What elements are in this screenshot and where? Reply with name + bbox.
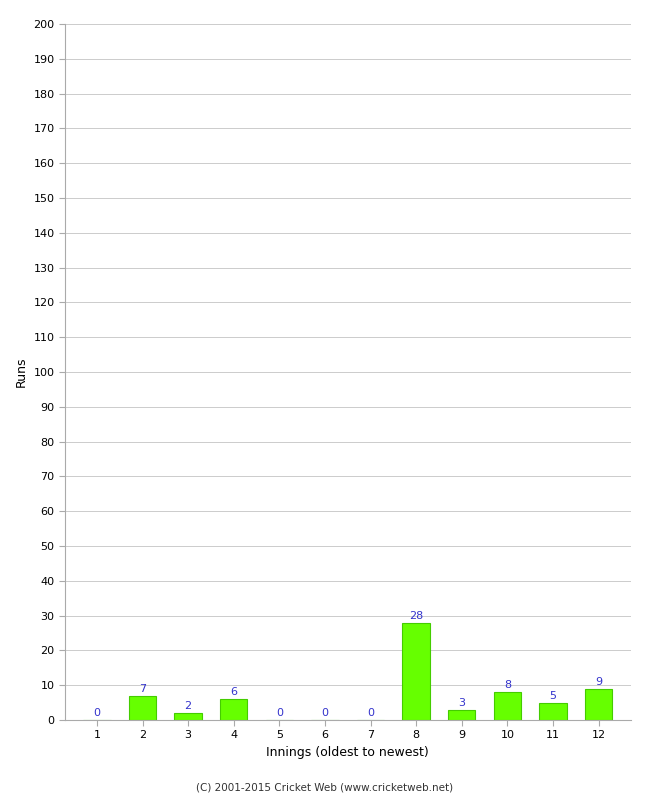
Text: 6: 6 xyxy=(230,687,237,698)
Bar xyxy=(585,689,612,720)
X-axis label: Innings (oldest to newest): Innings (oldest to newest) xyxy=(266,746,429,759)
Text: 0: 0 xyxy=(276,708,283,718)
Bar xyxy=(494,692,521,720)
Bar xyxy=(540,702,567,720)
Text: 2: 2 xyxy=(185,702,192,711)
Text: 0: 0 xyxy=(367,708,374,718)
Bar xyxy=(174,713,202,720)
Bar xyxy=(402,622,430,720)
Text: (C) 2001-2015 Cricket Web (www.cricketweb.net): (C) 2001-2015 Cricket Web (www.cricketwe… xyxy=(196,782,454,792)
Text: 0: 0 xyxy=(322,708,328,718)
Y-axis label: Runs: Runs xyxy=(15,357,28,387)
Text: 0: 0 xyxy=(94,708,100,718)
Bar xyxy=(129,696,156,720)
Bar xyxy=(220,699,248,720)
Bar xyxy=(448,710,475,720)
Text: 28: 28 xyxy=(409,611,423,621)
Text: 5: 5 xyxy=(549,691,556,701)
Text: 9: 9 xyxy=(595,677,602,687)
Text: 8: 8 xyxy=(504,681,511,690)
Text: 3: 3 xyxy=(458,698,465,708)
Text: 7: 7 xyxy=(139,684,146,694)
